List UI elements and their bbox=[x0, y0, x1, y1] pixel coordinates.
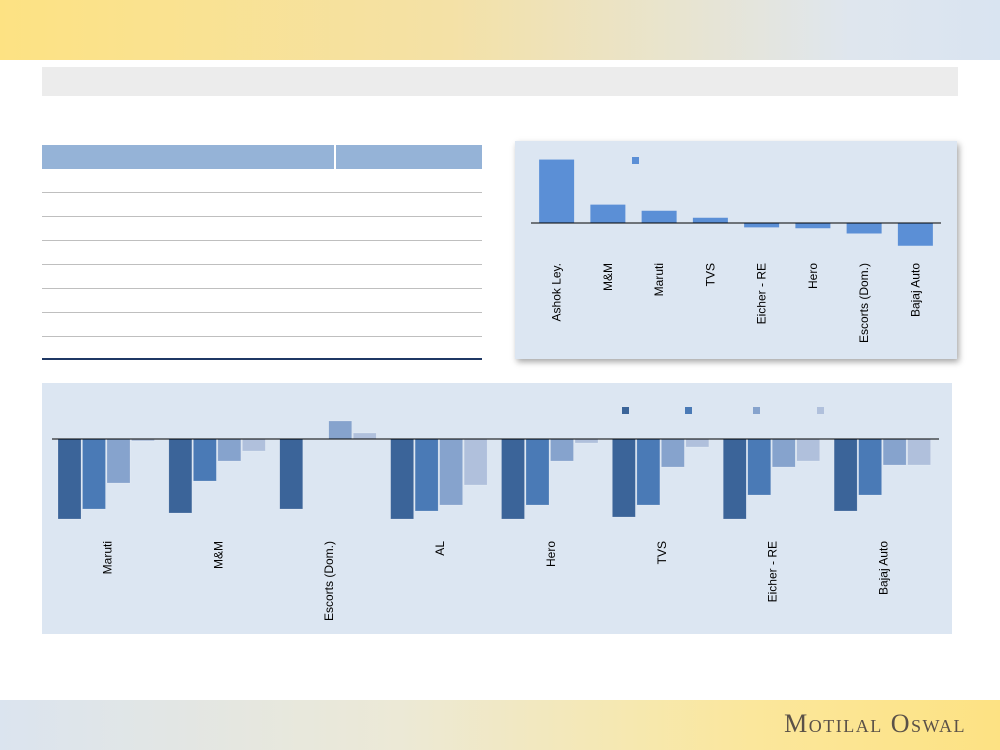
bottom-grouped-bar-chart: Maruti M&M Escorts (Dom.) AL Hero TVS Eicher -… bbox=[52, 407, 939, 621]
tick-label-escorts-dom: Escorts (Dom.) bbox=[322, 541, 336, 621]
footer-band bbox=[0, 700, 1000, 750]
bar-eicher-re-s3 bbox=[772, 438, 796, 468]
bar-eicher-re-s4 bbox=[796, 438, 820, 462]
bar-m-m-s4 bbox=[242, 438, 266, 452]
tick-label-maruti: Maruti bbox=[652, 263, 666, 296]
bar-maruti-s2 bbox=[82, 438, 106, 510]
bar-hero-s1 bbox=[501, 438, 525, 520]
bar-eicher-re bbox=[744, 223, 780, 228]
data-table bbox=[42, 145, 482, 361]
bar-m-m-s2 bbox=[193, 438, 217, 482]
tick-label-ashok-ley: Ashok Ley. bbox=[550, 263, 564, 321]
top-bar-chart: Ashok Ley. M&M Maruti TVS Eicher - RE Hero Esc… bbox=[531, 157, 941, 343]
table-row-rule bbox=[42, 288, 482, 289]
bar-escorts-dom-s4 bbox=[353, 432, 377, 440]
bar-bajaj-auto bbox=[897, 223, 933, 246]
table-row-rule bbox=[42, 336, 482, 337]
tick-label-al: AL bbox=[433, 541, 447, 556]
bar-tvs-s3 bbox=[661, 438, 685, 468]
tick-label-m-m: M&M bbox=[211, 541, 225, 569]
bar-bajaj-auto-s4 bbox=[907, 438, 931, 466]
table-row-rule bbox=[42, 240, 482, 241]
bar-escorts-dom-s3 bbox=[328, 420, 352, 440]
bar-bajaj-auto-s1 bbox=[833, 438, 858, 512]
tick-label-bajaj-auto: Bajaj Auto bbox=[908, 263, 922, 317]
tick-label-tvs: TVS bbox=[655, 541, 669, 564]
bar-m-m-s1 bbox=[168, 438, 193, 514]
bar-hero-s2 bbox=[525, 438, 550, 506]
tick-label-escorts-dom: Escorts (Dom.) bbox=[857, 263, 871, 343]
bar-tvs-s2 bbox=[636, 438, 661, 506]
table-header bbox=[42, 145, 482, 169]
bar-bajaj-auto-s3 bbox=[882, 438, 907, 466]
bar-al-s1 bbox=[390, 438, 414, 520]
brand-logo: Motilal Oswal bbox=[784, 709, 966, 738]
tick-label-maruti: Maruti bbox=[100, 541, 114, 574]
bar-al-s3 bbox=[439, 438, 463, 506]
bar-maruti bbox=[641, 210, 677, 223]
table-row-rule bbox=[42, 264, 482, 265]
tick-label-hero: Hero bbox=[806, 263, 820, 289]
bar-escorts-dom-s1 bbox=[279, 438, 303, 510]
bar-eicher-re-s2 bbox=[747, 438, 771, 496]
bar-hero bbox=[795, 223, 831, 229]
bottom-bar-chart-panel: Maruti M&M Escorts (Dom.) AL Hero TVS Eicher -… bbox=[42, 383, 952, 634]
legend-marker-4 bbox=[817, 407, 824, 414]
legend-marker-2 bbox=[685, 407, 692, 414]
table-row-rule bbox=[42, 216, 482, 217]
bar-m-m-s3 bbox=[217, 438, 242, 462]
bar-hero-s3 bbox=[550, 438, 574, 462]
header-band bbox=[0, 0, 1000, 60]
table-bottom-rule bbox=[42, 358, 482, 360]
tick-label-eicher-re: Eicher - RE bbox=[766, 541, 780, 602]
bar-ashok-ley bbox=[539, 159, 575, 223]
bar-bajaj-auto-s2 bbox=[858, 438, 882, 496]
table-row-rule bbox=[42, 312, 482, 313]
tick-label-bajaj-auto: Bajaj Auto bbox=[877, 541, 891, 595]
table-header-separator bbox=[334, 145, 336, 169]
tick-label-hero: Hero bbox=[544, 541, 558, 567]
bar-eicher-re-s1 bbox=[723, 438, 747, 520]
bar-al-s2 bbox=[414, 438, 439, 512]
tick-label-m-m: M&M bbox=[601, 263, 615, 291]
slide-title-bar bbox=[42, 67, 958, 96]
bar-m-m bbox=[590, 204, 626, 223]
bar-escorts-dom bbox=[846, 223, 882, 234]
legend-marker-1 bbox=[622, 407, 629, 414]
bar-hero-s4 bbox=[574, 438, 599, 444]
bar-maruti-s1 bbox=[57, 438, 82, 520]
tick-label-eicher-re: Eicher - RE bbox=[755, 263, 769, 324]
legend-marker-3 bbox=[753, 407, 760, 414]
bar-al-s4 bbox=[463, 438, 488, 486]
bar-tvs-s4 bbox=[685, 438, 710, 448]
legend-marker bbox=[632, 157, 639, 164]
bar-maruti-s3 bbox=[106, 438, 131, 484]
tick-label-tvs: TVS bbox=[703, 263, 717, 286]
table-row-rule bbox=[42, 192, 482, 193]
bar-tvs bbox=[692, 217, 728, 223]
top-bar-chart-panel: Ashok Ley. M&M Maruti TVS Eicher - RE Hero Esc… bbox=[515, 141, 957, 359]
bar-tvs-s1 bbox=[612, 438, 636, 518]
